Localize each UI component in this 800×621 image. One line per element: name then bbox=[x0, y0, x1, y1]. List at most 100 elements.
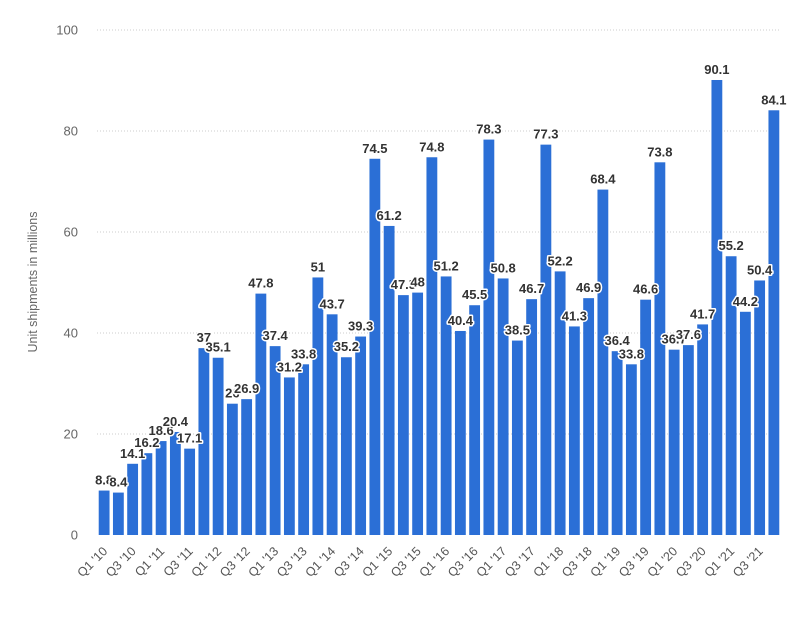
bar bbox=[269, 346, 281, 535]
bar bbox=[412, 292, 424, 535]
x-tick-label: Q3 '15 bbox=[388, 544, 424, 580]
data-label: 14.1 bbox=[120, 446, 145, 461]
data-label: 77.3 bbox=[533, 127, 558, 142]
data-label: 47.8 bbox=[248, 276, 273, 291]
bar bbox=[169, 431, 181, 535]
bar bbox=[127, 463, 139, 535]
data-label: 73.8 bbox=[647, 144, 672, 159]
data-label: 8.8 bbox=[95, 473, 113, 488]
bar bbox=[625, 364, 637, 535]
bar bbox=[682, 345, 694, 535]
bar bbox=[526, 299, 538, 535]
data-label: 68.4 bbox=[590, 172, 616, 187]
gridlines bbox=[97, 29, 781, 435]
data-label: 51 bbox=[311, 259, 325, 274]
bar bbox=[725, 256, 737, 535]
bar bbox=[640, 299, 652, 535]
y-tick-label: 80 bbox=[64, 124, 78, 139]
bar bbox=[697, 324, 709, 535]
y-tick-label: 60 bbox=[64, 225, 78, 240]
bar bbox=[611, 351, 623, 535]
data-label: 52.2 bbox=[547, 253, 572, 268]
data-label: 46.9 bbox=[576, 280, 601, 295]
bar bbox=[583, 298, 595, 535]
data-label: 26.9 bbox=[234, 381, 259, 396]
x-tick-label: Q1 '18 bbox=[531, 544, 567, 580]
data-label: 50.4 bbox=[747, 262, 773, 277]
bar bbox=[98, 490, 110, 535]
data-label: 36.4 bbox=[604, 333, 630, 348]
bar bbox=[112, 492, 124, 535]
bar bbox=[312, 277, 324, 535]
bar bbox=[383, 225, 395, 535]
data-label: 18.6 bbox=[148, 423, 173, 438]
bar bbox=[141, 453, 153, 535]
data-label: 16.2 bbox=[134, 435, 159, 450]
bar bbox=[155, 441, 167, 535]
data-label: 40.4 bbox=[448, 313, 474, 328]
bar bbox=[654, 162, 666, 535]
x-tick-label: Q1 '12 bbox=[189, 544, 225, 580]
bar bbox=[397, 295, 409, 535]
data-label: 38.5 bbox=[505, 323, 530, 338]
bar bbox=[739, 311, 751, 535]
x-tick-label: Q3 '21 bbox=[730, 544, 766, 580]
y-axis-label: Unit shipments in millions bbox=[26, 211, 40, 352]
y-tick-label: 20 bbox=[64, 427, 78, 442]
x-tick-label: Q1 '10 bbox=[75, 544, 111, 580]
data-label: 50.8 bbox=[490, 260, 515, 275]
y-tick-label: 100 bbox=[56, 23, 78, 38]
y-tick-label: 0 bbox=[71, 528, 78, 543]
data-label: 51.2 bbox=[433, 258, 458, 273]
bar bbox=[298, 364, 310, 535]
x-tick-label: Q3 '11 bbox=[161, 544, 196, 579]
data-label: 33.8 bbox=[291, 346, 316, 361]
data-label: 55.2 bbox=[718, 238, 743, 253]
data-label: 74.5 bbox=[362, 141, 387, 156]
data-label: 47.5 bbox=[391, 277, 416, 292]
bar bbox=[226, 403, 238, 535]
y-tick-label: 40 bbox=[64, 326, 78, 341]
bar bbox=[597, 189, 609, 535]
x-tick-label: Q1 '11 bbox=[132, 544, 167, 579]
bar bbox=[283, 377, 295, 535]
data-label: 35.2 bbox=[334, 339, 359, 354]
x-tick-label: Q1 '13 bbox=[246, 544, 282, 580]
data-label: 44.2 bbox=[733, 294, 758, 309]
x-tick-label: Q3 '17 bbox=[502, 544, 538, 580]
bar bbox=[241, 399, 253, 535]
data-label: 8.4 bbox=[109, 475, 128, 490]
bar bbox=[440, 276, 452, 535]
bar bbox=[454, 330, 466, 535]
bar bbox=[511, 340, 523, 535]
x-tick-label: Q3 '19 bbox=[616, 544, 652, 580]
y-axis-ticks: 0 20 40 60 80 100 bbox=[56, 23, 78, 543]
x-tick-label: Q3 '10 bbox=[103, 544, 139, 580]
bar bbox=[768, 110, 780, 536]
bar bbox=[554, 271, 566, 535]
x-tick-label: Q3 '18 bbox=[559, 544, 595, 580]
data-label: 90.1 bbox=[704, 62, 729, 77]
bar bbox=[668, 349, 680, 535]
x-tick-label: Q1 '14 bbox=[303, 544, 339, 580]
bar bbox=[483, 139, 495, 535]
x-tick-label: Q3 '20 bbox=[673, 544, 709, 580]
bar bbox=[568, 326, 580, 535]
data-label: 61.2 bbox=[376, 208, 401, 223]
bars bbox=[98, 79, 780, 536]
data-label: 35.1 bbox=[205, 340, 230, 355]
data-label: 31.2 bbox=[277, 359, 302, 374]
data-label: 37.6 bbox=[676, 327, 701, 342]
data-label: 37.4 bbox=[262, 328, 288, 343]
x-tick-label: Q1 '15 bbox=[360, 544, 396, 580]
data-label: 41.7 bbox=[690, 306, 715, 321]
data-label: 36.7 bbox=[661, 332, 686, 347]
data-label: 46.6 bbox=[633, 282, 658, 297]
x-tick-label: Q3 '14 bbox=[331, 544, 367, 580]
data-label: 43.7 bbox=[319, 296, 344, 311]
data-label: 39.3 bbox=[348, 319, 373, 334]
x-tick-label: Q3 '16 bbox=[445, 544, 481, 580]
